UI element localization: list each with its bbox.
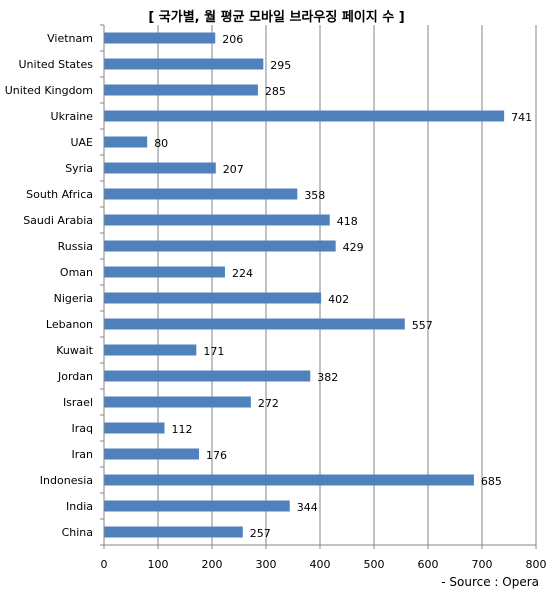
bar-india bbox=[104, 500, 290, 512]
axes bbox=[100, 24, 537, 549]
category-label: China bbox=[62, 526, 93, 539]
bar-kuwait bbox=[104, 344, 197, 356]
x-tick-label: 200 bbox=[202, 558, 223, 571]
value-label: 206 bbox=[222, 33, 243, 46]
category-label: Jordan bbox=[57, 370, 93, 383]
value-label: 344 bbox=[297, 501, 318, 514]
x-tick-label: 800 bbox=[526, 558, 547, 571]
x-tick-label: 0 bbox=[101, 558, 108, 571]
labels: 0 100 200 300 400 500 600 700 800 Vietnam 206 Unite… bbox=[5, 32, 547, 571]
category-label: Saudi Arabia bbox=[23, 214, 93, 227]
value-label: 224 bbox=[232, 267, 253, 280]
value-label: 295 bbox=[270, 59, 291, 72]
value-label: 557 bbox=[412, 319, 433, 332]
value-label: 171 bbox=[203, 345, 224, 358]
bar-vietnam bbox=[104, 32, 216, 44]
category-label: Israel bbox=[63, 396, 93, 409]
x-tick-label: 500 bbox=[364, 558, 385, 571]
value-label: 80 bbox=[154, 137, 168, 150]
category-label: Russia bbox=[58, 240, 93, 253]
source-note: - Source : Opera bbox=[441, 575, 539, 589]
bar-ukraine bbox=[104, 110, 505, 122]
bar-oman bbox=[104, 266, 225, 278]
category-label: Oman bbox=[60, 266, 93, 279]
value-label: 418 bbox=[337, 215, 358, 228]
chart-title: [ 국가별, 월 평균 모바일 브라우징 페이지 수 ] bbox=[148, 10, 405, 25]
category-label: Vietnam bbox=[47, 32, 93, 45]
value-label: 358 bbox=[304, 189, 325, 202]
value-label: 176 bbox=[206, 449, 227, 462]
category-label: Lebanon bbox=[46, 318, 93, 331]
category-label: Kuwait bbox=[56, 344, 93, 357]
bar-uae bbox=[104, 136, 148, 148]
category-label: Iran bbox=[72, 448, 94, 461]
value-label: 112 bbox=[171, 423, 192, 436]
value-label: 741 bbox=[511, 111, 532, 124]
value-label: 685 bbox=[481, 475, 502, 488]
bar-iran bbox=[104, 448, 200, 460]
value-label: 382 bbox=[317, 371, 338, 384]
bars bbox=[104, 32, 505, 538]
value-label: 272 bbox=[258, 397, 279, 410]
value-label: 285 bbox=[265, 85, 286, 98]
category-label: Iraq bbox=[72, 422, 94, 435]
bar-lebanon bbox=[104, 318, 405, 330]
bar-united-states bbox=[104, 58, 264, 70]
category-label: Ukraine bbox=[51, 110, 94, 123]
value-label: 402 bbox=[328, 293, 349, 306]
bar-nigeria bbox=[104, 292, 322, 304]
category-label: South Africa bbox=[26, 188, 93, 201]
x-tick-label: 400 bbox=[310, 558, 331, 571]
gridlines bbox=[157, 25, 537, 545]
x-tick-label: 300 bbox=[256, 558, 277, 571]
category-label: India bbox=[66, 500, 93, 513]
category-label: Indonesia bbox=[40, 474, 93, 487]
category-label: Nigeria bbox=[54, 292, 93, 305]
bar-syria bbox=[104, 162, 216, 174]
bar-south-africa bbox=[104, 188, 298, 200]
bar-united-kingdom bbox=[104, 84, 258, 96]
value-label: 429 bbox=[343, 241, 364, 254]
value-label: 257 bbox=[250, 527, 271, 540]
x-tick-label: 100 bbox=[148, 558, 169, 571]
x-tick-label: 700 bbox=[472, 558, 493, 571]
bar-china bbox=[104, 526, 243, 538]
value-label: 207 bbox=[223, 163, 244, 176]
bar-saudi-arabia bbox=[104, 214, 330, 226]
bar-jordan bbox=[104, 370, 311, 382]
bar-indonesia bbox=[104, 474, 474, 486]
bar-israel bbox=[104, 396, 251, 408]
x-tick-label: 600 bbox=[418, 558, 439, 571]
bar-iraq bbox=[104, 422, 165, 434]
bar-russia bbox=[104, 240, 336, 252]
category-label: UAE bbox=[70, 136, 93, 149]
category-label: United States bbox=[19, 58, 94, 71]
category-label: Syria bbox=[65, 162, 93, 175]
category-label: United Kingdom bbox=[5, 84, 93, 97]
